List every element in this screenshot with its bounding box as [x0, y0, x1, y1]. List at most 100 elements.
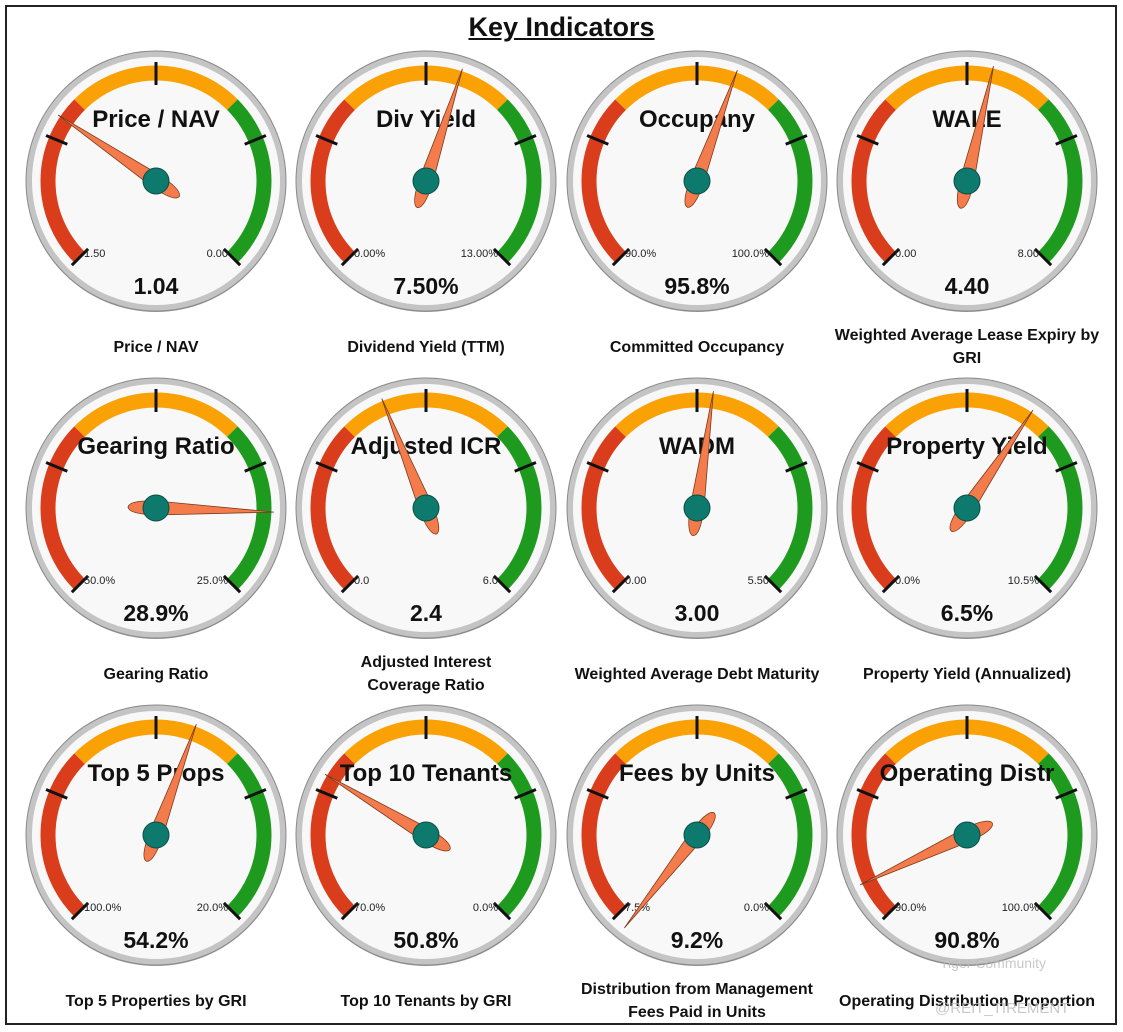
gauge-tick: [340, 247, 360, 267]
gauge-tick: [763, 901, 783, 921]
gauge-hub: [683, 821, 711, 849]
frame-top-line: [5, 5, 1117, 7]
gauge-band-green: [496, 753, 542, 917]
gauge-tick: [586, 461, 609, 473]
gauge-tick: [340, 901, 360, 921]
gauge-tick: [315, 461, 338, 473]
gauge-caption: Adjusted Interest Coverage Ratio: [291, 651, 561, 697]
gauge-max-label: 0.0%: [744, 902, 769, 914]
gauge-tick: [514, 134, 537, 146]
gauge-title: Operating Distr: [880, 760, 1055, 787]
gauge-min-label: 0.00: [625, 575, 646, 587]
gauge-hub: [142, 821, 170, 849]
gauge-band-red: [40, 99, 86, 263]
gauge-6: Adjusted ICR 0.0 6.0 2.4: [295, 377, 557, 639]
gauge-caption-line: Dividend Yield (TTM): [347, 339, 505, 356]
gauge-title: Top 10 Tenants: [340, 760, 512, 787]
gauge-10: Top 10 Tenants 70.0% 0.0% 50.8%: [295, 704, 557, 966]
gauge-value: 6.5%: [941, 600, 993, 626]
gauge-tick: [856, 788, 879, 800]
gauge-min-label: 0.00%: [354, 248, 385, 260]
gauge-5: Gearing Ratio 50.0% 25.0% 28.9%: [25, 377, 287, 639]
gauge-band-red: [581, 426, 627, 590]
gauge-value: 7.50%: [393, 273, 458, 299]
gauge-max-label: 100.0%: [732, 248, 770, 260]
gauge-tick: [785, 461, 808, 473]
gauge-tick: [586, 788, 609, 800]
gauge-3: Occupany 90.0% 100.0% 95.8%: [566, 50, 828, 312]
gauge-value: 50.8%: [393, 927, 458, 953]
gauge-tick: [514, 788, 537, 800]
gauge-band-red: [40, 426, 86, 590]
gauge-tick: [45, 788, 68, 800]
gauge-caption-line: Distribution from Management: [580, 981, 813, 998]
gauge-caption: Price / NAV: [21, 336, 291, 359]
gauge-tick: [70, 574, 90, 594]
gauge-band-green: [226, 426, 272, 590]
gauge-band-green: [226, 753, 272, 917]
gauge-title: Div Yield: [376, 106, 476, 133]
gauge-tick: [763, 247, 783, 267]
gauge-tick: [514, 461, 537, 473]
gauge-band-red: [851, 753, 897, 917]
gauge-tick: [763, 574, 783, 594]
gauge-hub: [412, 494, 440, 522]
gauge-tick: [70, 901, 90, 921]
gauge-caption: Property Yield (Annualized): [832, 663, 1102, 686]
gauge-caption-line: Top 10 Tenants by GRI: [340, 993, 512, 1010]
gauge-tick: [881, 574, 901, 594]
gauge-caption-line: Property Yield (Annualized): [862, 666, 1072, 683]
gauge-caption-line: Weighted Average Debt Maturity: [574, 666, 820, 683]
gauge-title: WADM: [659, 433, 735, 460]
gauge-title: Top 5 Props: [88, 760, 225, 787]
gauge-tick: [315, 788, 338, 800]
gauge-band-green: [496, 99, 542, 263]
gauge-band-green: [767, 99, 813, 263]
page-title: Key Indicators: [468, 12, 655, 42]
gauge-title: Adjusted ICR: [351, 433, 502, 460]
gauge-band-green: [1037, 426, 1083, 590]
gauge-band-green: [767, 426, 813, 590]
gauge-tick: [45, 461, 68, 473]
gauge-caption-line: GRI: [952, 350, 982, 367]
gauge-tick: [881, 247, 901, 267]
gauge-tick: [492, 247, 512, 267]
gauge-caption: Weighted Average Lease Expiry by GRI: [832, 324, 1102, 370]
gauge-tick: [222, 574, 242, 594]
gauge-band-red: [581, 99, 627, 263]
gauge-value: 4.40: [945, 273, 990, 299]
gauge-max-label: 25.0%: [197, 575, 228, 587]
gauge-hub: [683, 494, 711, 522]
gauge-title: Property Yield: [886, 433, 1047, 460]
gauge-min-label: 0.0: [354, 575, 369, 587]
gauge-9: Top 5 Props 100.0% 20.0% 54.2%: [25, 704, 287, 966]
gauge-tick: [856, 134, 879, 146]
gauge-caption-line: Weighted Average Lease Expiry by: [834, 327, 1100, 344]
gauge-2: Div Yield 0.00% 13.00% 7.50%: [295, 50, 557, 312]
gauge-min-label: 70.0%: [354, 902, 385, 914]
gauge-value: 95.8%: [664, 273, 729, 299]
gauge-value: 2.4: [410, 600, 442, 626]
gauge-caption-line: Gearing Ratio: [103, 666, 209, 683]
gauge-value: 28.9%: [123, 600, 188, 626]
gauge-caption: Gearing Ratio: [21, 663, 291, 686]
gauge-tick: [492, 901, 512, 921]
gauge-title: Occupany: [639, 106, 756, 133]
gauge-value: 9.2%: [671, 927, 723, 953]
gauge-tick: [1055, 461, 1078, 473]
gauge-band-green: [496, 426, 542, 590]
gauge-min-label: 90.0%: [895, 902, 926, 914]
gauge-tick: [315, 134, 338, 146]
gauge-tick: [45, 134, 68, 146]
gauge-min-label: 50.0%: [84, 575, 115, 587]
gauge-band-red: [310, 99, 356, 263]
gauge-tick: [611, 247, 631, 267]
gauge-max-label: 5.50: [748, 575, 769, 587]
gauge-max-label: 13.00%: [461, 248, 499, 260]
gauge-tick: [70, 247, 90, 267]
gauge-hub: [953, 494, 981, 522]
gauge-min-label: 100.0%: [84, 902, 122, 914]
gauge-band-green: [1037, 753, 1083, 917]
gauge-tick: [244, 134, 267, 146]
gauge-tick: [856, 461, 879, 473]
